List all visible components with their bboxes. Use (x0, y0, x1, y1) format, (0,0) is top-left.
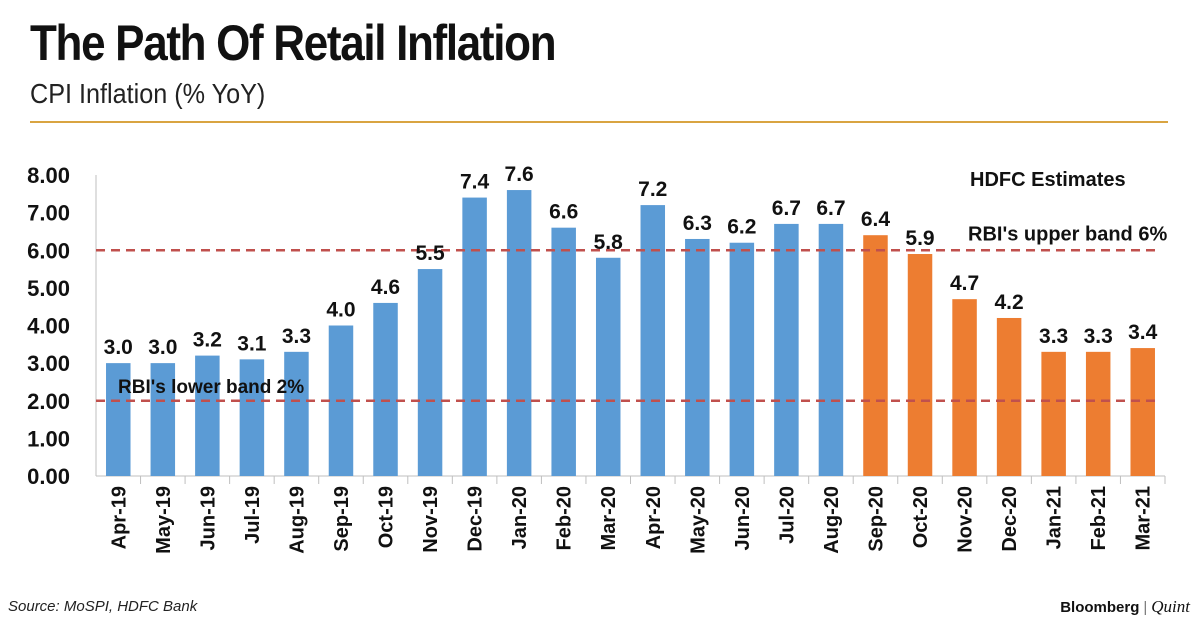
brand-bloomberg: Bloomberg (1060, 599, 1140, 616)
x-tick-label: Aug-20 (821, 486, 843, 554)
y-tick-label: 0.00 (27, 464, 70, 489)
data-label: 3.3 (282, 325, 311, 348)
x-tick-label: Aug-19 (286, 486, 308, 554)
bar (685, 238, 710, 476)
data-label: 3.3 (1084, 325, 1113, 348)
y-tick-label: 6.00 (27, 238, 70, 263)
bar-estimate (1041, 351, 1066, 476)
x-tick-label: Jan-20 (509, 486, 531, 549)
data-label: 7.6 (505, 163, 534, 186)
x-tick-label: Apr-20 (643, 486, 665, 549)
x-tick-label: Apr-19 (108, 486, 130, 549)
data-label: 6.2 (727, 216, 756, 239)
bar (106, 363, 131, 476)
x-tick-label: Jan-21 (1044, 486, 1066, 549)
data-label: 3.0 (148, 336, 177, 359)
y-tick-label: 2.00 (27, 389, 70, 414)
data-label: 4.6 (371, 276, 400, 299)
data-label: 6.3 (683, 212, 712, 235)
chart-title: The Path Of Retail Inflation (30, 15, 557, 71)
bar (506, 190, 532, 477)
x-tick-label: Jun-20 (732, 486, 754, 550)
bar (417, 269, 443, 476)
bar (284, 351, 309, 476)
bar (551, 227, 576, 476)
data-label: 6.6 (549, 201, 578, 224)
x-tick-label: Oct-20 (910, 486, 932, 548)
data-label: 6.7 (772, 197, 801, 220)
chart-subtitle: CPI Inflation (% YoY) (30, 78, 266, 109)
data-label: 6.4 (861, 208, 891, 231)
data-label: 3.2 (193, 329, 222, 352)
data-label: 3.0 (104, 336, 133, 359)
data-label: 4.7 (950, 272, 979, 295)
x-tick-label: May-20 (687, 486, 709, 554)
data-label: 5.9 (905, 227, 934, 250)
lower-band-label: RBI's lower band 2% (118, 377, 304, 398)
bar-estimate (996, 317, 1022, 476)
bar-estimate (952, 299, 977, 476)
y-tick-label: 5.00 (27, 276, 70, 301)
y-tick-label: 8.00 (27, 163, 70, 188)
data-label: 3.4 (1128, 321, 1158, 344)
x-tick-label: Feb-21 (1088, 486, 1110, 550)
x-tick-label: May-19 (153, 486, 175, 554)
x-tick-label: Jun-19 (197, 486, 219, 550)
source-note: Source: MoSPI, HDFC Bank (8, 598, 198, 615)
bar (195, 355, 220, 476)
data-label: 5.5 (415, 242, 445, 265)
bar-estimate (1130, 348, 1155, 476)
x-tick-label: Oct-19 (376, 486, 398, 548)
x-tick-label: Dec-19 (465, 486, 487, 552)
data-label: 5.8 (594, 231, 624, 254)
x-tick-label: Mar-20 (598, 486, 620, 550)
upper-band-label: RBI's upper band 6% (968, 223, 1167, 245)
data-label: 6.7 (816, 197, 845, 220)
x-tick-label: Nov-20 (955, 486, 977, 553)
bar (462, 197, 487, 476)
bar-estimate (1085, 351, 1111, 476)
bar (150, 363, 176, 476)
data-label: 7.2 (638, 178, 667, 201)
x-tick-label: Feb-20 (554, 486, 576, 550)
bar (640, 205, 666, 476)
bar (729, 242, 755, 476)
bar (774, 223, 799, 476)
x-tick-label: Dec-20 (999, 486, 1021, 552)
bar-estimate (907, 254, 933, 476)
brand-separator: | (1143, 599, 1148, 616)
y-tick-label: 4.00 (27, 314, 70, 339)
data-label: 4.2 (995, 291, 1024, 314)
bar (818, 223, 844, 476)
brand-logo: Bloomberg | Quint (1060, 597, 1190, 617)
title-divider (30, 121, 1168, 123)
bar (373, 302, 398, 476)
data-label: 3.3 (1039, 325, 1068, 348)
data-label: 3.1 (237, 332, 267, 355)
data-label: 4.0 (326, 299, 355, 322)
x-tick-label: Jul-20 (776, 486, 798, 544)
bar (595, 257, 621, 476)
x-tick-label: Nov-19 (420, 486, 442, 553)
y-tick-label: 1.00 (27, 426, 70, 451)
hdfc-estimates-annotation: HDFC Estimates (970, 169, 1126, 191)
brand-quint: Quint (1151, 597, 1190, 616)
data-label: 7.4 (460, 171, 490, 194)
x-tick-label: Sep-19 (331, 486, 353, 552)
y-tick-label: 3.00 (27, 351, 70, 376)
bar-estimate (863, 235, 888, 476)
y-tick-label: 7.00 (27, 201, 70, 226)
x-tick-label: Mar-21 (1133, 486, 1155, 550)
x-tick-label: Jul-19 (242, 486, 264, 544)
x-tick-label: Sep-20 (865, 486, 887, 552)
bar (239, 359, 265, 476)
